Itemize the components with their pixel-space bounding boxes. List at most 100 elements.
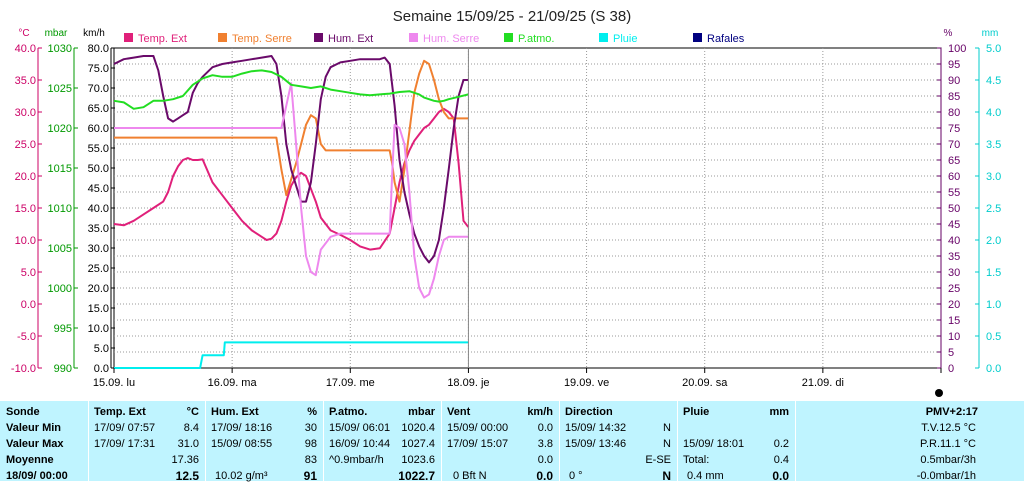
col-patmo: P.atmo. mbar 15/09/ 06:01 1020.4 16/09/ 10…: [323, 401, 442, 483]
y-tick-label-hum: 15: [948, 315, 960, 327]
patmo-unit: mbar: [408, 406, 435, 418]
y-tick-label-hum: 60: [948, 171, 960, 183]
y-tick-label-hum: 25: [948, 283, 960, 295]
vent-max-time: 17/09/ 15:07: [447, 438, 509, 450]
y-tick-label-temp: 5.0: [21, 267, 36, 279]
y-tick-label-temp: 25.0: [15, 139, 36, 151]
y-tick-label-wind: 60.0: [88, 123, 109, 135]
hum-ext-max-time: 15/09/ 08:55: [211, 438, 273, 450]
y-tick-label-pressure: 995: [54, 323, 72, 335]
vent-min-val: 0.0: [537, 422, 553, 434]
x-tick-label: 17.09. me: [326, 377, 375, 389]
direction-current: N: [662, 469, 671, 483]
axis-unit-wind: km/h: [83, 28, 105, 39]
y-tick-label-rain: 5.0: [986, 43, 1001, 55]
y-tick-label-pressure: 1005: [48, 243, 72, 255]
patmo-max-val: 1027.4: [401, 438, 435, 450]
legend-swatch: [693, 33, 702, 42]
x-tick-label: 21.09. di: [802, 377, 844, 389]
legend-swatch: [314, 33, 323, 42]
y-tick-label-pressure: 990: [54, 363, 72, 375]
series-line-hum-ext: [113, 55, 469, 264]
legend-label: P.atmo.: [518, 33, 555, 45]
y-tick-label-wind: 75.0: [88, 63, 109, 75]
patmo-avg: 1023.6: [401, 454, 435, 466]
chart-legend: Temp. Ext Temp. Serre Hum. Ext Hum. Serre P.…: [124, 33, 745, 45]
row-label-max: Valeur Max: [6, 438, 64, 450]
y-tick-label-hum: 10: [948, 331, 960, 343]
y-tick-label-hum: 90: [948, 75, 960, 87]
y-tick-label-rain: 1.5: [986, 267, 1001, 279]
y-tick-label-rain: 2.0: [986, 235, 1001, 247]
y-tick-label-temp: 30.0: [15, 107, 36, 119]
y-tick-label-temp: 15.0: [15, 203, 36, 215]
y-tick-label-hum: 95: [948, 59, 960, 71]
hum-ext-min-val: 30: [304, 422, 317, 434]
temp-ext-max-val: 31.0: [177, 438, 199, 450]
y-tick-label-hum: 20: [948, 299, 960, 311]
col-pluie: Pluie mm 15/09/ 18:01 0.2 Total: 0.4 0.4 mm…: [677, 401, 796, 483]
cursor-dot-icon: [935, 389, 943, 397]
x-tick-label: 15.09. lu: [93, 377, 135, 389]
pluie-max-time: 15/09/ 18:01: [683, 438, 745, 450]
y-tick-label-wind: 15.0: [88, 303, 109, 315]
y-tick-label-wind: 0.0: [94, 363, 109, 375]
y-tick-label-hum: 80: [948, 107, 960, 119]
col-hum-ext: Hum. Ext% 17/09/ 18:16 30 15/09/ 08:55 98 …: [205, 401, 324, 483]
y-tick-label-hum: 70: [948, 139, 960, 151]
y-tick-label-hum: 45: [948, 219, 960, 231]
hum-ext-current: 91: [303, 469, 317, 483]
y-tick-label-hum: 30: [948, 267, 960, 279]
pmv-trend: -0.0mbar/1h: [916, 470, 976, 482]
pmv-rate: 0.5mbar/3h: [920, 454, 976, 466]
chart-series: [113, 48, 470, 369]
direction-min-time: 15/09/ 14:32: [565, 422, 627, 434]
legend-label: Temp. Serre: [232, 33, 292, 45]
y-tick-label-hum: 0: [948, 363, 954, 375]
pluie-unit: mm: [769, 406, 789, 418]
y-tick-label-hum: 40: [948, 235, 960, 247]
y-tick-label-hum: 65: [948, 155, 960, 167]
vent-current: 0.0: [536, 469, 553, 483]
y-tick-label-rain: 4.5: [986, 75, 1001, 87]
hum-ext-unit: %: [307, 406, 317, 418]
axis-unit-pressure: mbar: [45, 28, 68, 39]
y-tick-label-wind: 35.0: [88, 223, 109, 235]
vent-header: Vent: [447, 406, 471, 418]
temp-ext-min-val: 8.4: [183, 422, 199, 434]
axis-unit-temp: °C: [18, 28, 29, 39]
y-tick-label-hum: 5: [948, 347, 954, 359]
series-line-temp-serre: [114, 59, 469, 203]
series-line-pluie: [114, 341, 469, 369]
col-pmv: PMV+2:17 T.V.12.5 °C P.R.11.1 °C 0.5mbar…: [795, 401, 1024, 482]
patmo-current: 1022.7: [398, 469, 435, 483]
patmo-min-time: 15/09/ 06:01: [329, 422, 391, 434]
y-tick-label-wind: 70.0: [88, 83, 109, 95]
y-tick-label-hum: 35: [948, 251, 960, 263]
y-tick-label-temp: 35.0: [15, 75, 36, 87]
direction-avg: E-SE: [645, 454, 671, 466]
direction-degrees: 0 °: [569, 470, 583, 482]
legend-label: Hum. Serre: [423, 33, 479, 45]
temp-ext-min-time: 17/09/ 07:57: [94, 422, 156, 434]
pluie-max-val: 0.2: [773, 438, 789, 450]
pluie-total-label: Total:: [683, 454, 710, 466]
y-tick-label-pressure: 1020: [48, 123, 72, 135]
legend-swatch: [504, 33, 513, 42]
y-tick-label-pressure: 1010: [48, 203, 72, 215]
axis-units: °C mbar km/h% mm: [18, 28, 998, 39]
y-tick-label-rain: 4.0: [986, 107, 1001, 119]
temp-ext-current: 12.5: [175, 469, 199, 483]
patmo-trend-label: ^0.9mbar/h: [329, 454, 384, 466]
patmo-max-time: 16/09/ 10:44: [329, 438, 391, 450]
chart-axes: 40.0 35.0 30.0 25.0 20.0 15.0 10.0 5.0 0.0 -5.0 -1…: [11, 43, 1001, 375]
y-tick-label-pressure: 1030: [48, 43, 72, 55]
direction-max-val: N: [663, 438, 671, 450]
y-tick-label-temp: 10.0: [15, 235, 36, 247]
y-tick-label-wind: 25.0: [88, 263, 109, 275]
pmv-header: PMV+2:17: [925, 406, 978, 418]
y-tick-label-wind: 80.0: [88, 43, 109, 55]
hum-ext-header: Hum. Ext: [211, 406, 259, 418]
y-tick-label-temp: 40.0: [15, 43, 36, 55]
col-temp-ext: Temp. Ext °C 17/09/ 07:57 8.4 17/09/ 17:31…: [88, 401, 206, 483]
